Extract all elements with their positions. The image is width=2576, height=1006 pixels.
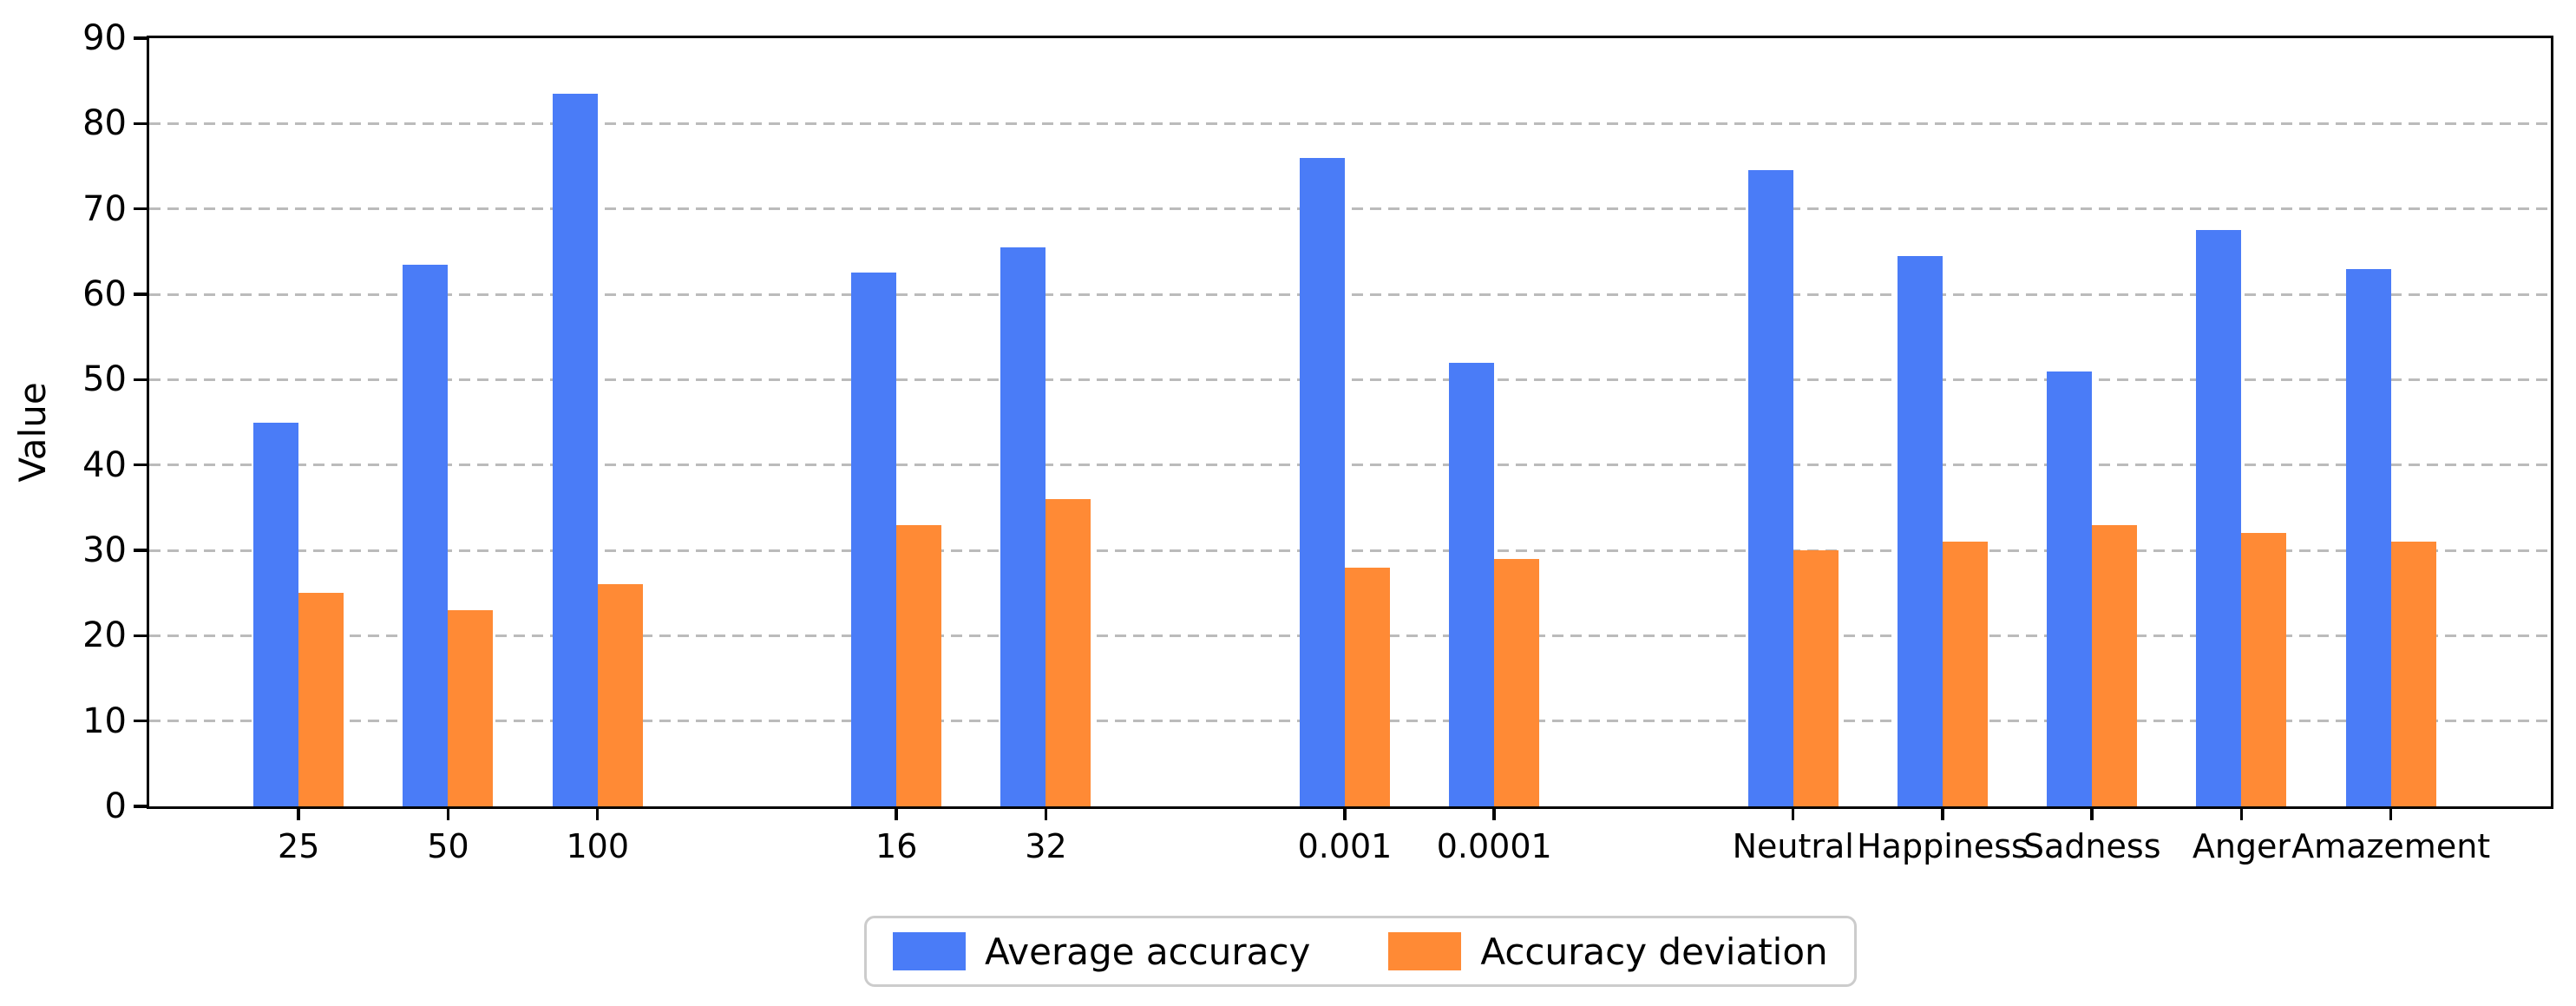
bar-average-accuracy-32: [1000, 247, 1046, 806]
gridline-60: [149, 293, 2551, 296]
x-tick-mark-Happiness: [1941, 809, 1944, 820]
y-tick-label-70: 70: [82, 188, 127, 229]
y-tick-label-80: 80: [82, 103, 127, 144]
y-tick-mark-10: [134, 719, 147, 723]
bar-accuracy-deviation-50: [448, 609, 494, 806]
x-tick-label-Anger: Anger: [2192, 827, 2291, 865]
y-tick-mark-80: [134, 122, 147, 126]
y-tick-label-60: 60: [82, 274, 127, 314]
y-tick-mark-70: [134, 207, 147, 211]
bar-average-accuracy-0.0001: [1449, 362, 1495, 806]
x-tick-label-0.0001: 0.0001: [1436, 827, 1552, 865]
x-tick-mark-0.0001: [1492, 809, 1496, 820]
bar-average-accuracy-25: [253, 422, 299, 806]
y-tick-label-90: 90: [82, 18, 127, 58]
bar-accuracy-deviation-Neutral: [1793, 550, 1839, 806]
plot-area: [147, 36, 2553, 809]
x-tick-label-0.001: 0.001: [1297, 827, 1393, 865]
bar-average-accuracy-100: [552, 93, 598, 806]
bar-average-accuracy-Amazement: [2345, 268, 2391, 806]
x-tick-label-Amazement: Amazement: [2291, 827, 2491, 865]
x-tick-mark-16: [895, 809, 898, 820]
legend-item-accuracy-deviation: Accuracy deviation: [1388, 930, 1828, 973]
bar-accuracy-deviation-25: [298, 593, 344, 806]
x-tick-label-25: 25: [278, 827, 320, 865]
y-tick-mark-60: [134, 293, 147, 296]
y-tick-label-10: 10: [82, 700, 127, 741]
y-axis-label: Value: [11, 382, 54, 483]
bar-accuracy-deviation-Amazement: [2390, 542, 2436, 806]
legend: Average accuracy Accuracy deviation: [864, 916, 1857, 987]
y-tick-mark-40: [134, 463, 147, 467]
legend-swatch-accuracy-deviation: [1388, 932, 1462, 970]
gridline-80: [149, 122, 2551, 125]
y-tick-label-20: 20: [82, 615, 127, 656]
x-tick-label-Sadness: Sadness: [2022, 827, 2161, 865]
bar-accuracy-deviation-16: [896, 524, 942, 806]
bar-average-accuracy-Sadness: [2047, 371, 2093, 806]
x-tick-mark-Neutral: [1791, 809, 1795, 820]
gridline-40: [149, 464, 2551, 467]
y-tick-label-40: 40: [82, 444, 127, 485]
bar-accuracy-deviation-32: [1045, 499, 1091, 806]
x-tick-mark-Sadness: [2090, 809, 2094, 820]
x-tick-mark-100: [595, 809, 600, 820]
x-tick-label-100: 100: [566, 827, 629, 865]
y-tick-label-30: 30: [82, 530, 127, 570]
bar-accuracy-deviation-100: [597, 584, 643, 806]
bar-average-accuracy-Neutral: [1747, 170, 1793, 806]
x-tick-mark-50: [446, 809, 450, 820]
x-tick-mark-0.001: [1343, 809, 1347, 820]
gridline-70: [149, 207, 2551, 211]
legend-swatch-average-accuracy: [893, 932, 966, 970]
x-tick-mark-32: [1044, 809, 1048, 820]
x-tick-label-32: 32: [1025, 827, 1067, 865]
y-tick-label-50: 50: [82, 359, 127, 400]
y-tick-mark-20: [134, 634, 147, 638]
y-tick-mark-50: [134, 378, 147, 382]
x-tick-mark-Amazement: [2389, 809, 2393, 820]
bar-accuracy-deviation-0.0001: [1494, 558, 1540, 806]
legend-item-average-accuracy: Average accuracy: [893, 930, 1310, 973]
gridline-50: [149, 378, 2551, 381]
x-tick-label-16: 16: [875, 827, 918, 865]
bar-average-accuracy-0.001: [1299, 157, 1345, 806]
y-tick-label-0: 0: [104, 786, 127, 826]
bar-accuracy-deviation-0.001: [1344, 567, 1390, 806]
x-tick-label-Neutral: Neutral: [1732, 827, 1854, 865]
legend-label-average-accuracy: Average accuracy: [985, 930, 1311, 973]
y-tick-mark-90: [134, 36, 147, 40]
bar-accuracy-deviation-Sadness: [2092, 524, 2138, 806]
y-tick-mark-0: [134, 805, 147, 808]
x-tick-mark-25: [297, 809, 300, 820]
legend-label-accuracy-deviation: Accuracy deviation: [1480, 930, 1828, 973]
x-tick-mark-Anger: [2239, 809, 2244, 820]
bar-average-accuracy-Anger: [2196, 230, 2242, 806]
y-tick-mark-30: [134, 549, 147, 552]
x-tick-label-Happiness: Happiness: [1857, 827, 2029, 865]
bar-average-accuracy-16: [851, 273, 897, 806]
bar-average-accuracy-Happiness: [1897, 255, 1943, 806]
bar-accuracy-deviation-Anger: [2241, 533, 2287, 806]
x-tick-label-50: 50: [427, 827, 469, 865]
bar-average-accuracy-50: [403, 264, 449, 806]
bar-accuracy-deviation-Happiness: [1942, 542, 1988, 806]
gridline-30: [149, 549, 2551, 552]
